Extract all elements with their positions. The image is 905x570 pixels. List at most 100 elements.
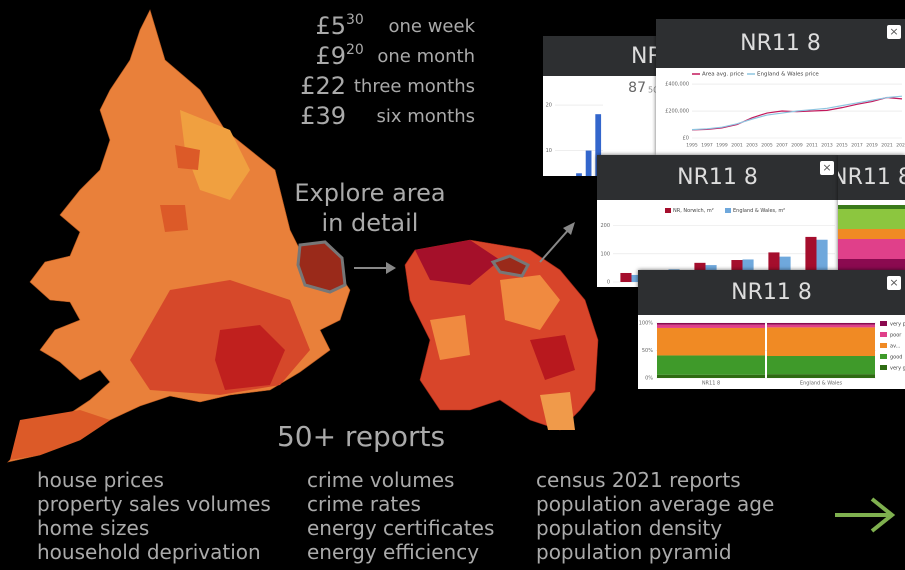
- close-button[interactable]: ×: [820, 161, 834, 175]
- x-tick-label: 2001: [731, 143, 743, 149]
- stacked-segment: [767, 323, 875, 325]
- map-region: [180, 110, 250, 200]
- y-tick-label: 200: [600, 223, 610, 229]
- arrow-head: [386, 262, 396, 274]
- y-tick-label: 0%: [645, 376, 653, 382]
- legend-label: NR, Norwich, m²: [673, 208, 714, 214]
- bar: [805, 236, 817, 282]
- legend-label: good: [890, 355, 902, 361]
- y-tick-label: 50%: [642, 348, 653, 354]
- bar: [585, 150, 592, 176]
- report-name: crime rates: [307, 492, 421, 516]
- stacked-segment: [657, 323, 765, 325]
- x-tick-label: 2007: [776, 143, 788, 149]
- report-window: NR11 8: [838, 155, 905, 270]
- map-region: [160, 205, 188, 232]
- report-name: energy efficiency: [307, 540, 480, 564]
- x-tick-label: NR11 8: [702, 381, 720, 387]
- map-region: [430, 315, 470, 360]
- legend-swatch: [880, 343, 887, 348]
- legend-swatch: [880, 365, 887, 370]
- price: £5 30: [315, 12, 364, 40]
- report-window: NR11 8 × 0 100 200 NR, Norwich, m² England & W…: [597, 155, 838, 287]
- window-subtitle: 87: [628, 80, 646, 96]
- map-region: [10, 410, 110, 460]
- legend-label: very poor: [890, 322, 905, 328]
- bar: [576, 173, 582, 176]
- legend-label: poor: [890, 333, 902, 339]
- stacked-segment: [767, 374, 875, 378]
- price-pence: 30: [346, 12, 364, 28]
- report-window: NR11 8 875001020: [543, 36, 660, 176]
- report-name: house prices: [37, 468, 164, 492]
- report-name: property sales volumes: [37, 492, 271, 516]
- x-tick-label: 2009: [791, 143, 803, 149]
- line: [691, 95, 903, 131]
- y-tick-label: £200,000: [665, 109, 689, 115]
- explore-text: Explore area in detail: [280, 178, 460, 238]
- stacked-segment: [767, 356, 875, 375]
- decor-bar: [838, 239, 905, 259]
- x-tick-label: 1995: [686, 143, 698, 149]
- x-tick-label: 2013: [821, 143, 833, 149]
- window-header: NR11 8 ×: [597, 155, 838, 200]
- window-header: NR11 8: [543, 36, 660, 76]
- price: £9 20: [315, 42, 364, 70]
- x-tick-label: 2005: [761, 143, 773, 149]
- price-period: six months: [376, 106, 475, 127]
- x-tick-label: 2011: [806, 143, 818, 149]
- report-window: NR11 8 × 0% 50% 100% NR11 8 England & Wales ver…: [638, 270, 905, 389]
- y-tick-label: 100%: [639, 321, 654, 327]
- legend-swatch: [880, 332, 887, 337]
- map-region: [540, 392, 575, 430]
- x-tick-label: 2003: [746, 143, 758, 149]
- stacked-segment: [657, 324, 765, 328]
- x-tick-label: 2015: [836, 143, 848, 149]
- price-period: three months: [353, 76, 475, 97]
- map-region: [215, 325, 285, 390]
- stacked-segment: [657, 327, 765, 356]
- next-arrow-head[interactable]: [870, 497, 896, 533]
- x-tick-label: 1997: [701, 143, 713, 149]
- x-tick-label: 2023: [896, 143, 905, 149]
- map-region: [175, 145, 200, 170]
- legend-label: av...: [890, 344, 901, 350]
- window-header: NR11 8 ×: [656, 19, 905, 68]
- bar: [620, 272, 632, 282]
- y-tick-label: £0: [683, 136, 689, 142]
- arrow-head: [563, 222, 575, 235]
- mini-chart: 875001020: [546, 80, 658, 176]
- x-tick-label: 2017: [851, 143, 863, 149]
- norfolk-highlight: [296, 240, 347, 294]
- x-tick-label: 2021: [881, 143, 893, 149]
- legend-swatch: [665, 208, 671, 213]
- close-button[interactable]: ×: [887, 276, 901, 290]
- report-name: population average age: [536, 492, 775, 516]
- bar: [816, 239, 828, 282]
- norfolk-subarea: [490, 254, 531, 278]
- window-subtitle-small: 50: [648, 86, 658, 95]
- bar: [631, 274, 643, 282]
- report-window: NR11 8 × £0 £200,000 £400,000 1995 1997 1999 200…: [656, 19, 905, 155]
- x-tick-label: 2019: [866, 143, 878, 149]
- bar: [595, 114, 602, 176]
- report-name: home sizes: [37, 516, 150, 540]
- legend-label: England & Wales, m²: [733, 208, 785, 214]
- decor-bar: [838, 259, 905, 270]
- y-tick-label: 100: [600, 251, 610, 257]
- close-button[interactable]: ×: [887, 25, 901, 39]
- window-title: NR11 8: [631, 43, 660, 69]
- arrow: [539, 227, 571, 263]
- stacked-segment: [767, 327, 875, 356]
- mini-chart: [838, 205, 905, 270]
- y-tick-label: 10: [546, 148, 552, 154]
- price: £39: [300, 102, 346, 130]
- stacked-segment: [657, 355, 765, 375]
- window-title: NR11 8: [731, 280, 812, 305]
- legend-swatch: [880, 354, 887, 359]
- price-period: one month: [377, 46, 475, 67]
- reports-count: 50+ reports: [276, 420, 446, 453]
